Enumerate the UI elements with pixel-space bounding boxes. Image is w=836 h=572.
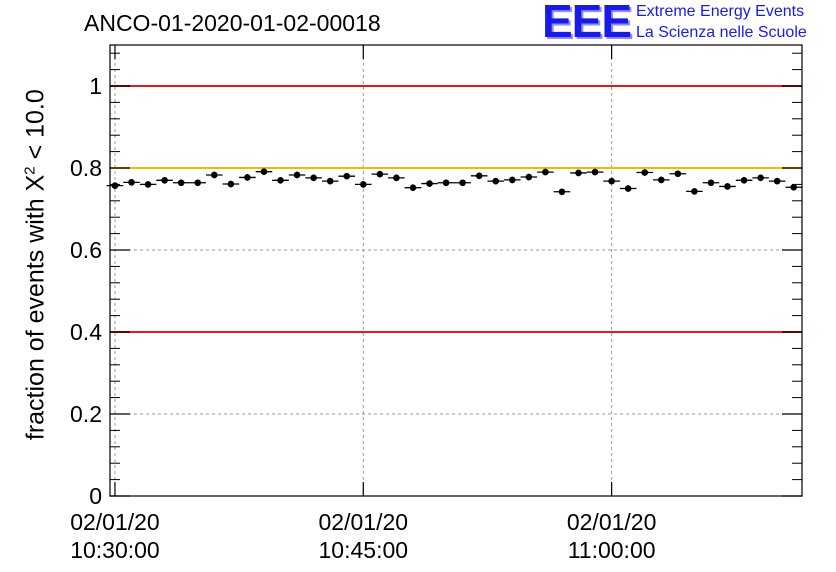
x-tick-label-time: 11:00:00 <box>568 537 656 563</box>
y-tick-label: 0.2 <box>70 401 102 427</box>
data-point <box>244 174 251 181</box>
data-point <box>740 177 748 184</box>
data-point <box>757 174 764 182</box>
data-point <box>475 172 483 180</box>
data-point <box>260 168 268 175</box>
data-point <box>608 177 615 185</box>
x-tick-label-date: 02/01/20 <box>70 509 160 535</box>
data-point <box>409 184 417 191</box>
y-axis-label-superscript: 2 <box>21 166 39 175</box>
data-point <box>492 177 500 185</box>
data-point <box>525 173 533 181</box>
data-point <box>691 188 698 195</box>
y-tick-label: 1 <box>89 73 102 99</box>
data-point <box>194 179 202 187</box>
y-axis-label-prefix: fraction of events with <box>21 191 50 441</box>
data-point <box>724 183 731 190</box>
data-point <box>144 181 152 188</box>
y-axis-label: fraction of events with X2 < 10.0 <box>21 55 50 475</box>
y-tick-label: 0.6 <box>70 237 102 263</box>
x-tick-label-date: 02/01/20 <box>567 509 657 535</box>
y-tick-label: 0.4 <box>70 319 102 345</box>
data-point <box>326 177 334 185</box>
data-point <box>624 185 632 192</box>
data-point <box>790 183 798 191</box>
y-axis-label-suffix: < 10.0 <box>21 89 50 167</box>
data-point <box>359 181 367 188</box>
data-point <box>707 179 715 187</box>
plot-frame <box>109 44 803 497</box>
data-point <box>343 172 351 180</box>
data-point <box>376 170 384 178</box>
y-tick-label: 0.8 <box>70 155 102 181</box>
data-point <box>111 182 119 189</box>
x-tick-label-time: 10:30:00 <box>70 537 160 563</box>
data-point <box>575 169 582 177</box>
data-point <box>459 179 466 187</box>
data-point <box>542 168 549 176</box>
data-point <box>657 176 665 184</box>
data-point <box>227 180 235 188</box>
chart-title: ANCO-01-2020-01-02-00018 <box>84 10 381 36</box>
y-tick-label: 0 <box>89 483 102 509</box>
logo-caption-line1: Extreme Energy Events <box>636 3 805 20</box>
data-point <box>128 179 135 186</box>
eee-logo: EEE <box>542 0 632 47</box>
data-point <box>293 171 301 179</box>
x-tick-label-date: 02/01/20 <box>319 509 409 535</box>
data-point <box>558 188 566 196</box>
y-axis-label-symbol: X <box>21 174 50 192</box>
data-point <box>177 179 185 187</box>
data-point <box>442 179 450 187</box>
data-point <box>277 177 284 184</box>
data-point <box>310 174 317 182</box>
data-point <box>674 170 682 178</box>
data-point <box>591 168 599 176</box>
x-tick-label-time: 10:45:00 <box>319 537 409 563</box>
data-point <box>641 169 649 176</box>
data-point <box>773 177 781 185</box>
data-point <box>161 177 168 184</box>
data-point <box>210 171 218 179</box>
data-point <box>426 180 433 187</box>
logo-caption-line2: La Scienza nelle Scuole <box>636 24 807 41</box>
data-point <box>393 174 400 182</box>
data-point <box>508 176 516 184</box>
